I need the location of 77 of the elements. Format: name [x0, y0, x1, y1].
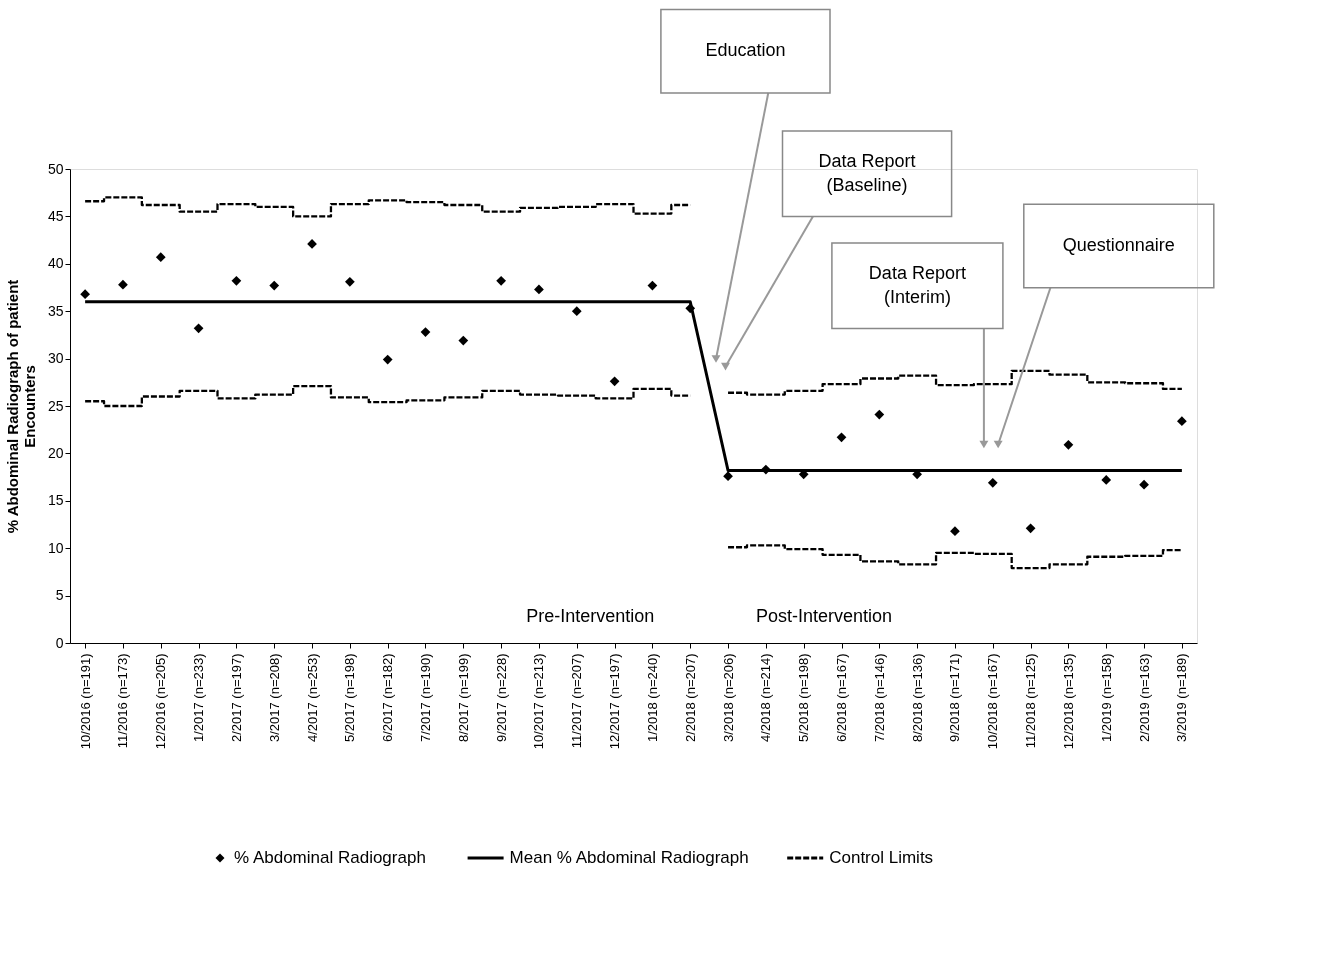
y-tick-label: 45 [47, 207, 64, 224]
point [155, 252, 166, 263]
x-tick-label: 2/2018 (n=207) [682, 653, 698, 743]
point [1025, 523, 1036, 534]
x-tick-label: 9/2017 (n=228) [493, 653, 509, 743]
x-tick-label: 5/2018 (n=198) [796, 653, 812, 743]
point [496, 275, 507, 286]
y-axis-title: % Abdominal Radiograph of patient Encounters [3, 279, 38, 534]
y-tick-label: 30 [47, 350, 64, 367]
x-tick-label: 12/2018 (n=135) [1060, 653, 1076, 750]
x-tick-label: 2/2019 (n=163) [1136, 653, 1152, 743]
x-tick-label: 3/2019 (n=189) [1174, 653, 1190, 743]
legend-label: Mean % Abdominal Radiograph [509, 848, 749, 867]
legend-label: % Abdominal Radiograph [234, 848, 426, 867]
y-tick-label: 15 [47, 492, 64, 509]
point [458, 335, 469, 346]
x-tick-label: 10/2018 (n=167) [985, 653, 1001, 750]
point [723, 471, 733, 482]
point [874, 409, 885, 420]
y-tick-label: 25 [47, 397, 64, 414]
x-tick-label: 3/2018 (n=206) [720, 653, 736, 743]
point [987, 477, 998, 488]
point [571, 306, 582, 317]
point [647, 280, 658, 291]
x-tick-label: 1/2017 (n=233) [191, 653, 207, 743]
y-tick-label: 40 [47, 255, 64, 272]
annotation: Data Report (Baseline) [818, 150, 916, 195]
point [1063, 440, 1074, 450]
y-tick-label: 35 [47, 302, 64, 319]
point [1101, 475, 1112, 485]
text: Education [705, 40, 786, 61]
annotation: Pre-Intervention [526, 606, 655, 627]
x-tick-label: 11/2017 (n=207) [569, 653, 585, 749]
x-tick-label: 4/2017 (n=253) [304, 653, 320, 743]
point [118, 279, 128, 290]
point [269, 280, 280, 291]
point [609, 376, 620, 387]
point [307, 239, 317, 249]
point [344, 276, 355, 287]
y-tick-label: 0 [55, 634, 64, 651]
x-tick-label: 12/2017 (n=197) [607, 653, 623, 750]
x-tick-label: 8/2018 (n=136) [909, 653, 925, 743]
x-tick-label: 8/2017 (n=199) [455, 653, 471, 743]
x-tick-label: 6/2017 (n=182) [380, 653, 396, 743]
x-tick-label: 1/2019 (n=158) [1098, 653, 1114, 743]
point [420, 327, 431, 337]
point [534, 284, 544, 295]
x-tick-label: 3/2017 (n=208) [266, 653, 282, 743]
y-tick-label: 10 [47, 539, 64, 556]
annotation: Questionnaire [1062, 234, 1175, 255]
y-tick-label: 50 [47, 160, 64, 177]
point [950, 526, 960, 537]
y-tick-label: 20 [47, 444, 64, 461]
legend-label: Control Limits [829, 848, 934, 867]
x-tick-label: 7/2018 (n=146) [871, 653, 887, 743]
x-tick-label: 2/2017 (n=197) [228, 653, 244, 743]
point [836, 432, 847, 443]
x-tick-label: 5/2017 (n=198) [342, 653, 358, 743]
point [80, 289, 90, 300]
point [382, 354, 393, 365]
x-tick-label: 7/2017 (n=190) [418, 653, 433, 743]
x-tick-label: 6/2018 (n=167) [834, 653, 849, 743]
point [231, 275, 242, 286]
point [1139, 479, 1149, 490]
y-tick-label: 5 [55, 587, 64, 604]
x-tick-label: 11/2016 (n=173) [115, 653, 131, 749]
x-tick-label: 10/2016 (n=191) [77, 653, 93, 750]
x-tick-label: 1/2018 (n=240) [644, 653, 660, 743]
annotation: Post-Intervention [755, 606, 892, 627]
annotation: Data Report (Interim) [868, 262, 966, 307]
x-tick-label: 11/2018 (n=125) [1023, 653, 1039, 749]
x-tick-label: 10/2017 (n=213) [531, 653, 547, 750]
x-tick-label: 12/2016 (n=205) [153, 653, 169, 750]
point [193, 323, 204, 334]
x-tick-label: 9/2018 (n=171) [947, 653, 963, 743]
x-tick-label: 4/2018 (n=214) [758, 653, 774, 743]
point [1177, 416, 1187, 427]
